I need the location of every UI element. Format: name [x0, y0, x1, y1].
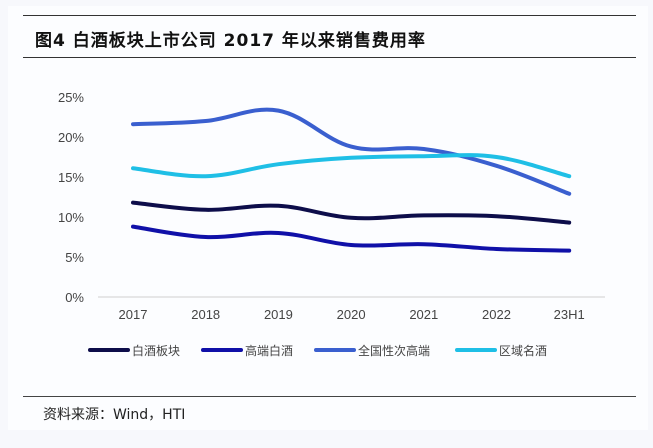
- figure-title: 图4 白酒板块上市公司 2017 年以来销售费用率: [35, 31, 426, 51]
- x-tick-label: 2020: [337, 307, 366, 322]
- x-tick-label: 2022: [482, 307, 511, 322]
- series-line: [131, 224, 572, 253]
- series-lines: [131, 107, 572, 253]
- legend-label: 区域名酒: [499, 343, 547, 358]
- y-tick-label: 20%: [58, 130, 84, 145]
- title-rule: [23, 57, 636, 58]
- source-note: 资料来源：Wind，HTI: [43, 407, 186, 423]
- legend-label: 白酒板块: [132, 343, 180, 358]
- legend-label: 全国性次高端: [358, 343, 430, 358]
- x-tick-label: 23H1: [554, 307, 585, 322]
- legend-label: 高端白酒: [245, 343, 293, 358]
- series-line: [131, 107, 572, 196]
- series-line: [131, 153, 572, 179]
- legend: 白酒板块 高端白酒 全国性次高端 区域名酒: [88, 343, 547, 358]
- x-tick-label: 2018: [191, 307, 220, 322]
- y-tick-label: 10%: [58, 210, 84, 225]
- y-tick-label: 25%: [58, 90, 84, 105]
- y-tick-label: 5%: [65, 250, 84, 265]
- y-tick-label: 15%: [58, 170, 84, 185]
- top-rule: [23, 15, 636, 16]
- x-tick-label: 2021: [409, 307, 438, 322]
- y-tick-label: 0%: [65, 290, 84, 305]
- y-axis-ticks: 0% 5% 10% 15% 20% 25%: [58, 90, 84, 305]
- x-axis-ticks: 2017 2018 2019 2020 2021 2022 23H1: [119, 307, 585, 322]
- series-line: [131, 200, 572, 225]
- source-rule: [23, 396, 636, 397]
- x-tick-label: 2017: [119, 307, 148, 322]
- x-tick-label: 2019: [264, 307, 293, 322]
